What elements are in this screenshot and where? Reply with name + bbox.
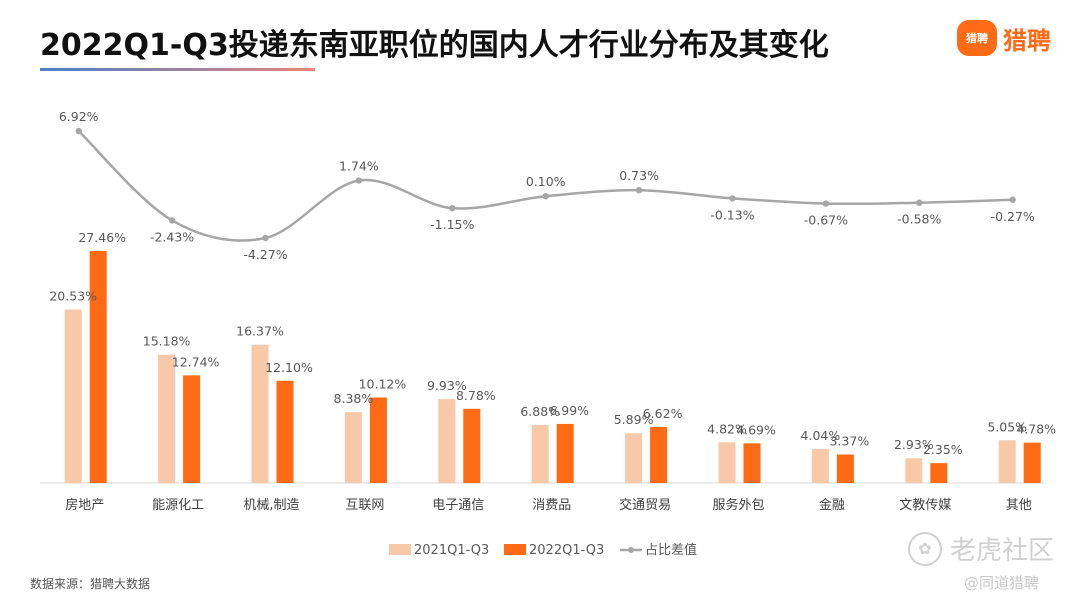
diff-point <box>262 234 269 242</box>
bar-2021-label: 5.05% <box>987 419 1027 434</box>
bar-2022-label: 8.78% <box>456 388 496 403</box>
category-label: 电子通信 <box>432 498 484 513</box>
watermark-primary: ✿ 老虎社区 <box>908 530 1054 567</box>
bar-2021-label: 4.82% <box>707 421 747 436</box>
diff-label: 6.92% <box>59 109 99 124</box>
bar-2022 <box>836 454 854 483</box>
bar-2022 <box>556 423 574 483</box>
category-label: 机械,制造 <box>243 498 299 513</box>
bar-2021 <box>64 309 82 483</box>
legend-swatch-2021 <box>389 544 411 555</box>
legend-label-2022: 2022Q1-Q3 <box>529 543 604 558</box>
bar-2021 <box>718 442 736 483</box>
title-underline <box>40 68 315 71</box>
category-label: 服务外包 <box>712 497 764 513</box>
logo: 猎聘 猎聘 <box>957 20 1051 56</box>
diff-label: 0.10% <box>526 174 566 189</box>
bar-2022 <box>369 397 387 483</box>
diff-label: -0.27% <box>991 209 1035 224</box>
watermark-primary-text: 老虎社区 <box>950 536 1055 566</box>
diff-label: 0.73% <box>619 168 659 183</box>
category-label: 金融 <box>819 497 845 513</box>
bar-2021 <box>998 440 1016 483</box>
bar-2022 <box>183 375 201 483</box>
bar-2022-label: 27.46% <box>78 230 126 245</box>
bar-2021-label: 4.04% <box>801 428 841 443</box>
diff-label: -0.67% <box>804 213 848 228</box>
bar-2021-label: 9.93% <box>427 378 467 393</box>
bar-2022 <box>930 463 948 483</box>
bar-2022-label: 6.99% <box>549 403 589 418</box>
diff-point <box>822 200 830 207</box>
diff-label: -2.43% <box>150 229 194 244</box>
bar-2022 <box>1023 442 1041 483</box>
bar-2021-label: 6.88% <box>520 404 560 419</box>
diff-point <box>729 195 736 202</box>
bar-2021 <box>344 412 362 483</box>
bar-2021-label: 5.89% <box>614 412 654 427</box>
category-label: 其他 <box>1006 498 1032 513</box>
legend-swatch-2022 <box>504 544 526 555</box>
bar-2022 <box>743 443 761 483</box>
bar-2022-label: 10.12% <box>359 376 407 391</box>
category-label: 交通贸易 <box>619 497 671 513</box>
page-title: 2022Q1-Q3投递东南亚职位的国内人才行业分布及其变化 <box>40 28 829 63</box>
bar-2022-label: 2.35% <box>923 442 963 457</box>
diff-label: -1.15% <box>430 217 474 232</box>
bar-2021-label: 20.53% <box>49 289 97 304</box>
diff-label: -0.58% <box>897 212 941 227</box>
bar-2021-label: 2.93% <box>894 437 934 452</box>
bar-2021-label: 15.18% <box>143 334 191 349</box>
bar-2021 <box>158 354 176 483</box>
diff-point <box>75 127 82 135</box>
diff-point <box>916 199 923 206</box>
bar-2022-label: 12.10% <box>265 360 313 375</box>
diff-point <box>449 204 456 212</box>
tiger-community-icon: ✿ <box>908 531 942 566</box>
category-label: 互联网 <box>345 498 384 513</box>
diff-point <box>542 193 549 200</box>
category-label: 房地产 <box>65 497 104 513</box>
bar-2022-label: 3.37% <box>830 434 870 449</box>
bar-2021 <box>251 344 269 483</box>
bar-2021 <box>531 424 549 483</box>
diff-point <box>355 177 363 184</box>
category-label: 能源化工 <box>152 498 204 513</box>
legend-label-2021: 2021Q1-Q3 <box>414 543 489 558</box>
bar-2021-label: 16.37% <box>236 324 284 339</box>
bar-2021-label: 8.38% <box>334 391 374 406</box>
bar-2021 <box>905 458 923 483</box>
diff-point <box>1009 196 1016 203</box>
bar-2022-label: 4.78% <box>1016 422 1056 437</box>
diff-label: 1.74% <box>339 159 379 174</box>
bar-2022-label: 12.74% <box>172 354 220 369</box>
category-label: 文教传媒 <box>899 497 951 513</box>
logo-text: 猎聘 <box>1003 26 1051 55</box>
diff-point <box>168 217 176 224</box>
data-source: 数据来源：猎聘大数据 <box>30 577 151 591</box>
diff-line <box>77 130 1013 242</box>
bar-2021 <box>625 433 643 483</box>
bar-2022-label: 6.62% <box>643 406 683 421</box>
liepin-logo-icon: 猎聘 <box>957 20 997 56</box>
watermark-secondary: @同道猎聘 <box>964 574 1040 592</box>
legend-swatch-diff-dot <box>628 547 634 553</box>
bar-2022 <box>463 408 481 483</box>
diff-point <box>635 186 643 194</box>
bar-2021 <box>438 399 456 483</box>
legend-label-diff: 占比差值 <box>645 542 697 558</box>
diff-label: -4.27% <box>243 247 287 262</box>
category-label: 消费品 <box>532 498 571 513</box>
diff-label: -0.13% <box>710 207 754 222</box>
bar-2022-label: 4.69% <box>736 422 776 437</box>
bar-2022 <box>276 380 294 483</box>
bar-2021 <box>811 448 829 483</box>
bar-2022 <box>650 427 668 483</box>
bar-2022 <box>89 250 107 483</box>
